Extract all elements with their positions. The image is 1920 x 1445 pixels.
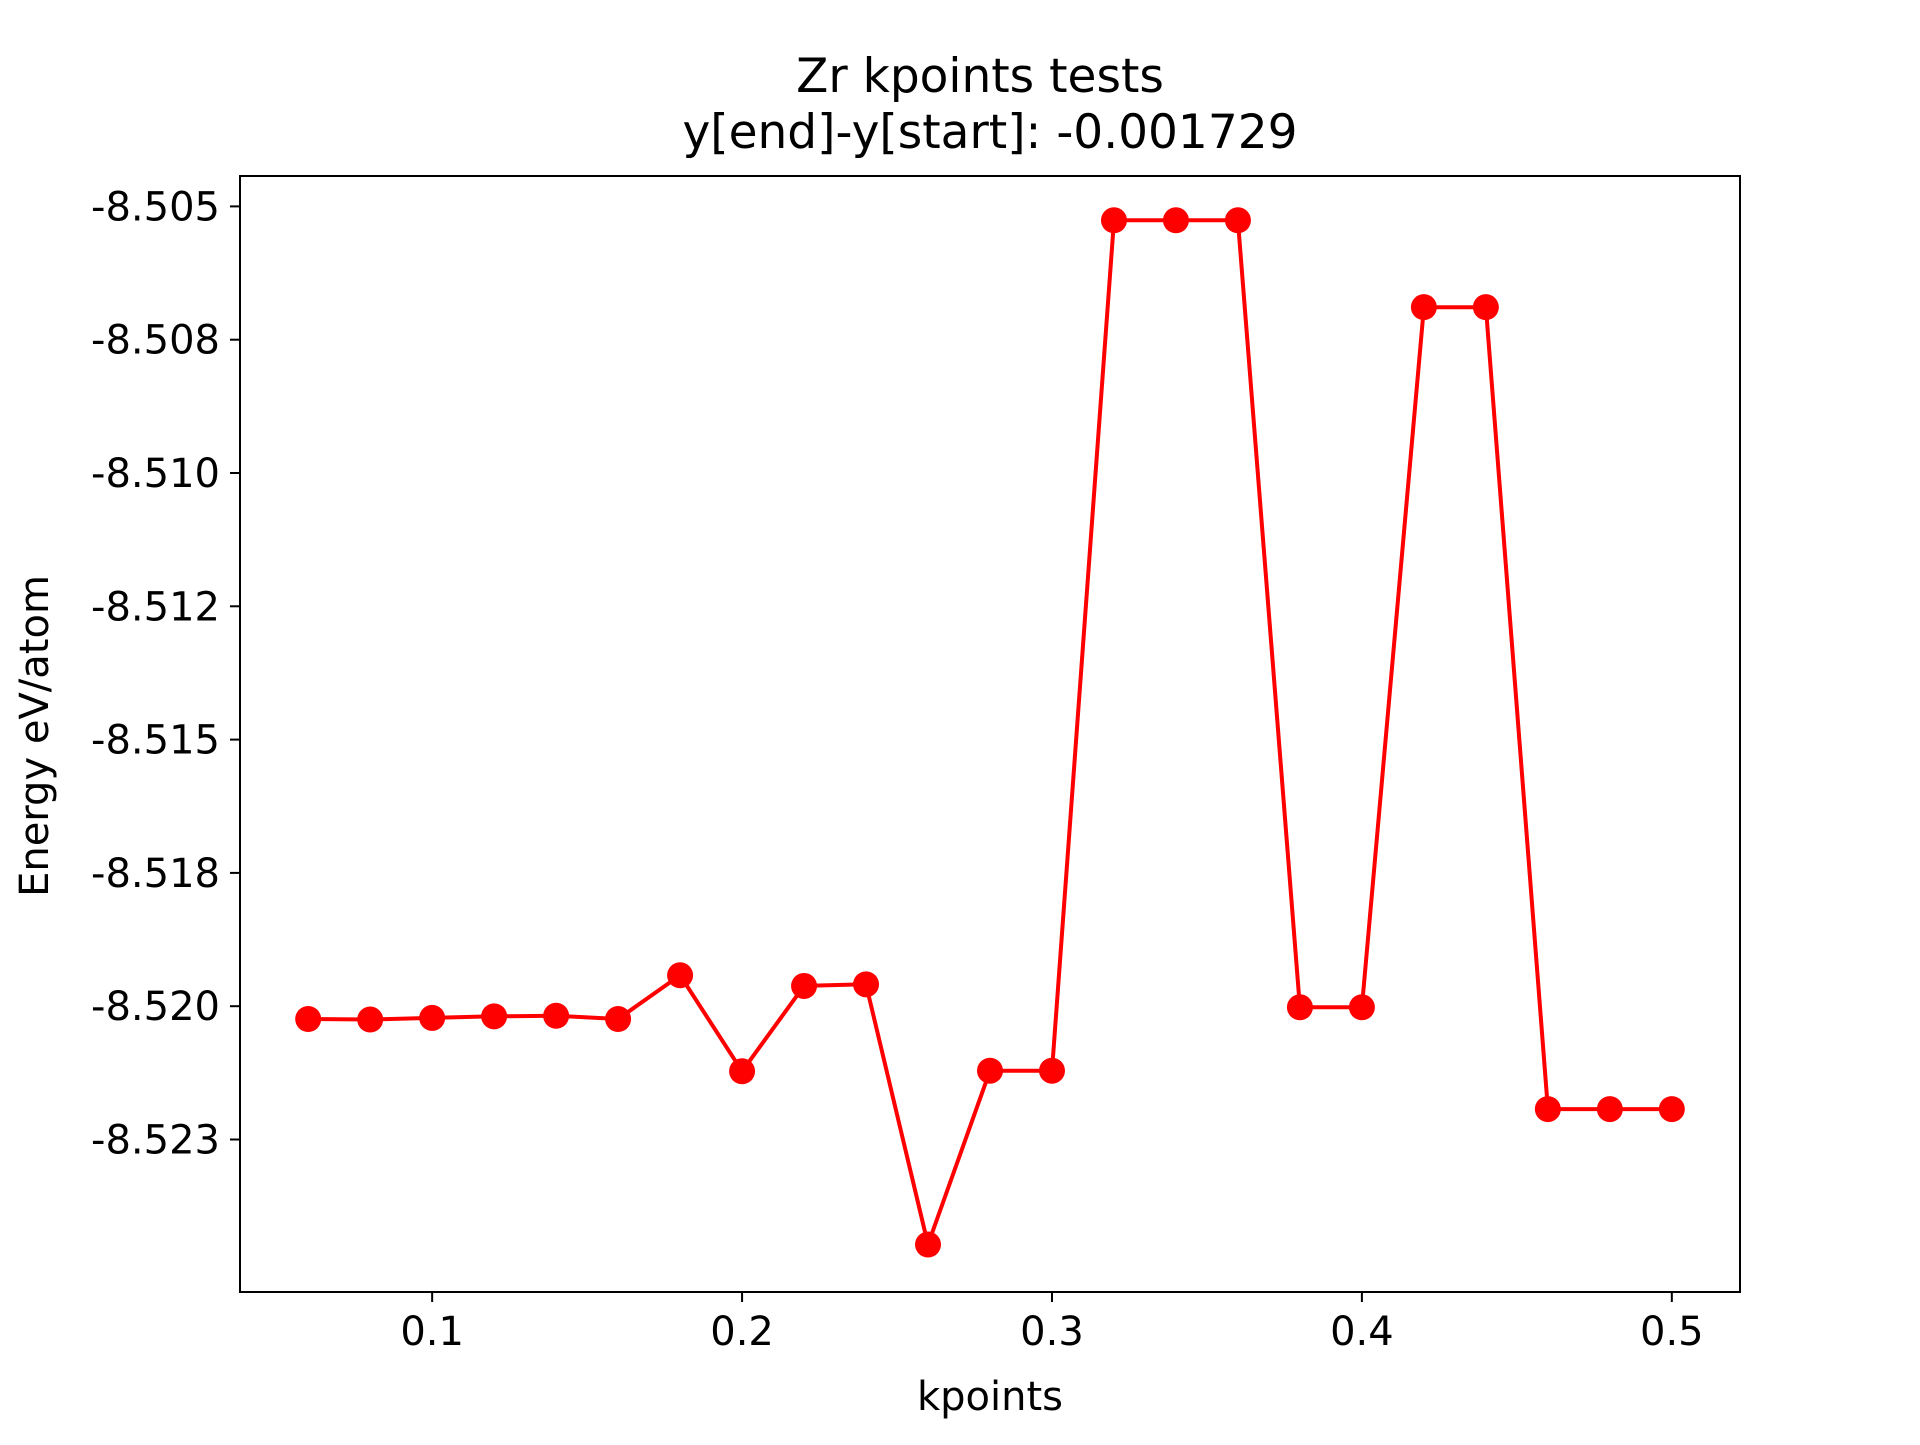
y-tick-label: -8.508 bbox=[91, 318, 220, 364]
data-point bbox=[1224, 207, 1251, 234]
data-point bbox=[1348, 994, 1375, 1021]
data-point bbox=[295, 1005, 322, 1032]
data-point bbox=[915, 1231, 942, 1258]
data-point bbox=[419, 1004, 446, 1031]
x-tick-label: 0.3 bbox=[1020, 1309, 1084, 1355]
data-point bbox=[1100, 207, 1127, 234]
data-point bbox=[791, 972, 818, 999]
data-point bbox=[853, 971, 880, 998]
y-tick-label: -8.518 bbox=[91, 851, 220, 897]
y-tick-label: -8.515 bbox=[91, 718, 220, 764]
x-tick-label: 0.5 bbox=[1640, 1309, 1704, 1355]
y-tick-label: -8.523 bbox=[91, 1118, 220, 1164]
data-point bbox=[481, 1003, 508, 1030]
y-tick-label: -8.505 bbox=[91, 184, 220, 230]
data-point bbox=[543, 1002, 570, 1029]
data-point bbox=[1038, 1057, 1065, 1084]
x-tick-label: 0.4 bbox=[1330, 1309, 1394, 1355]
y-axis-title: Energy eV/atom bbox=[12, 575, 58, 897]
data-point bbox=[729, 1058, 756, 1085]
data-point bbox=[1162, 207, 1189, 234]
x-tick-label: 0.1 bbox=[400, 1309, 464, 1355]
data-point bbox=[1472, 294, 1499, 321]
data-point bbox=[605, 1005, 632, 1032]
chart-subtitle: y[end]-y[start]: -0.001729 bbox=[682, 105, 1297, 160]
plot-frame bbox=[239, 175, 1741, 1293]
y-tick-label: -8.510 bbox=[91, 451, 220, 497]
data-point bbox=[977, 1057, 1003, 1084]
x-tick-label: 0.2 bbox=[710, 1309, 774, 1355]
data-point bbox=[1596, 1096, 1623, 1123]
y-tick-label: -8.512 bbox=[91, 584, 220, 630]
x-axis-title: kpoints bbox=[917, 1374, 1063, 1420]
data-point bbox=[1286, 994, 1313, 1021]
data-point bbox=[667, 962, 694, 989]
data-point bbox=[1410, 294, 1437, 321]
data-point bbox=[357, 1006, 384, 1033]
y-tick-label: -8.520 bbox=[91, 984, 220, 1030]
data-point bbox=[1658, 1096, 1685, 1123]
chart-title: Zr kpoints tests bbox=[796, 49, 1164, 104]
data-point bbox=[1534, 1096, 1561, 1123]
